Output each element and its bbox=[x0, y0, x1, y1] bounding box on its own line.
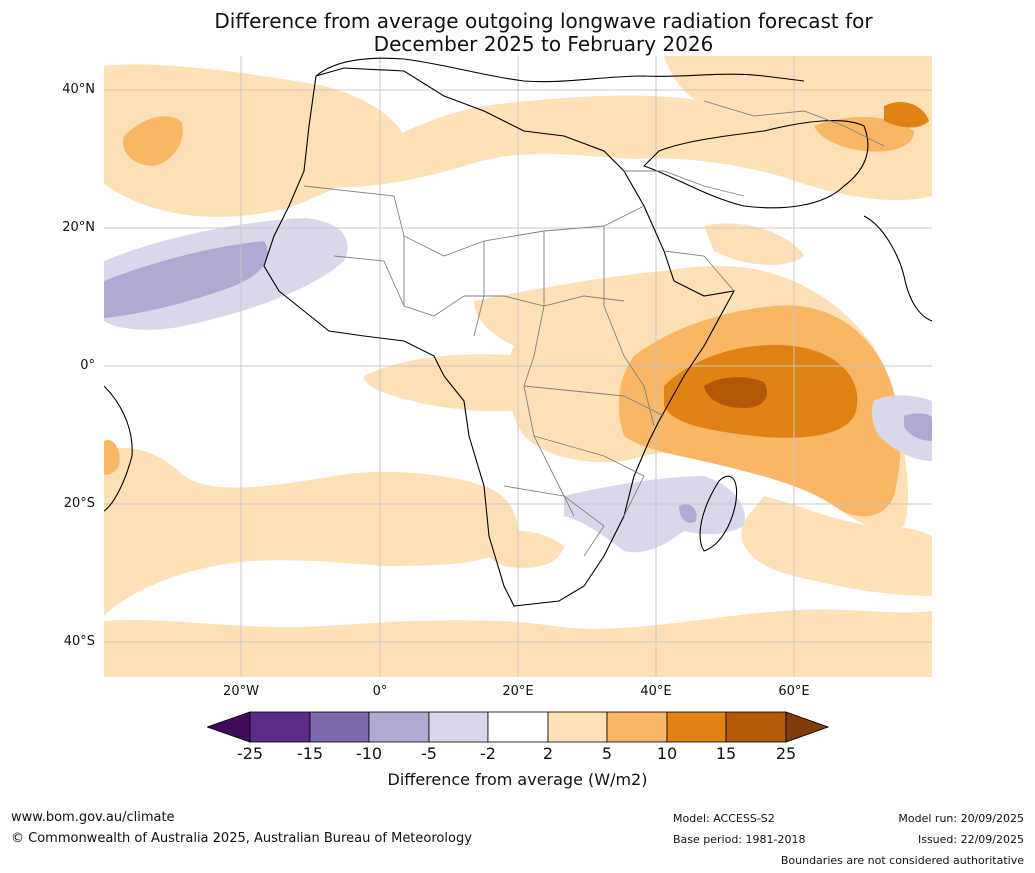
anomaly-arabian-sea bbox=[704, 223, 804, 266]
anomaly-south-indian-ocean bbox=[741, 496, 932, 596]
lon-label-40e: 40°E bbox=[640, 684, 672, 699]
colorbar-swatch-3 bbox=[368, 711, 430, 743]
graticule bbox=[104, 56, 932, 677]
anomaly-west-africa-coast bbox=[104, 440, 120, 475]
footer-model-run: Model run: 20/09/2025 bbox=[898, 812, 1024, 825]
madagascar-coastline bbox=[699, 475, 738, 552]
colorbar-tick: 10 bbox=[656, 744, 678, 763]
anomaly-south-africa-interior bbox=[483, 530, 564, 568]
colorbar-swatch-2 bbox=[309, 711, 370, 743]
colorbar-extend-high bbox=[785, 711, 829, 743]
colorbar-tick: -25 bbox=[236, 744, 264, 763]
footer-model: Model: ACCESS-S2 bbox=[673, 812, 775, 825]
colorbar-swatch-7 bbox=[606, 711, 668, 743]
map-title: Difference from average outgoing longwav… bbox=[0, 10, 1035, 56]
lat-label-0: 0° bbox=[80, 358, 95, 373]
south-america-coastline bbox=[104, 385, 133, 512]
colorbar-tick: 15 bbox=[715, 744, 737, 763]
anomaly-iran-patch bbox=[884, 101, 929, 128]
coastlines bbox=[104, 57, 932, 607]
lat-label-20n: 20°N bbox=[62, 220, 95, 235]
colorbar-extend-low bbox=[207, 711, 251, 743]
lat-label-20s: 20°S bbox=[63, 496, 95, 511]
title-line-2: December 2025 to February 2026 bbox=[373, 32, 714, 56]
anomaly-indian-ocean-peak bbox=[704, 377, 768, 408]
footer-base-period: Base period: 1981-2018 bbox=[673, 833, 806, 846]
map-canvas bbox=[104, 56, 932, 677]
anomaly-tropical-atlantic-core bbox=[104, 241, 268, 318]
colorbar-tick: -10 bbox=[355, 744, 383, 763]
colorbar-swatch-1 bbox=[249, 711, 311, 743]
africa-coastline bbox=[263, 67, 736, 607]
footer-url[interactable]: www.bom.gov.au/climate bbox=[11, 810, 175, 825]
colorbar-swatch-8 bbox=[666, 711, 727, 743]
lon-label-20w: 20°W bbox=[223, 684, 259, 699]
country-borders bbox=[303, 100, 885, 557]
anomaly-middle-east bbox=[664, 56, 932, 121]
colorbar-tick: -15 bbox=[296, 744, 324, 763]
colorbar bbox=[207, 711, 829, 743]
lon-label-60e: 60°E bbox=[778, 684, 810, 699]
colorbar-swatch-4 bbox=[428, 711, 489, 743]
olr-anomaly-map bbox=[104, 56, 932, 677]
europe-coastline bbox=[315, 57, 805, 83]
colorbar-tick: 2 bbox=[542, 744, 554, 763]
colorbar-swatch-5 bbox=[487, 711, 549, 743]
anomaly-atlantic-patch bbox=[123, 116, 183, 166]
anomaly-madagascar-patch bbox=[679, 504, 697, 523]
colorbar-tick: -2 bbox=[480, 744, 496, 763]
anomaly-south-atlantic bbox=[104, 447, 518, 616]
anomaly-15-25-regions bbox=[704, 377, 768, 408]
footer-disclaimer: Boundaries are not considered authoritat… bbox=[780, 854, 1024, 867]
colorbar-label: Difference from average (W/m2) bbox=[387, 770, 648, 789]
lon-label-20e: 20°E bbox=[502, 684, 534, 699]
colorbar-tick: -5 bbox=[421, 744, 437, 763]
india-coastline bbox=[863, 215, 932, 322]
colorbar-tick: 5 bbox=[601, 744, 613, 763]
title-line-1: Difference from average outgoing longwav… bbox=[214, 9, 873, 33]
colorbar-swatch-9 bbox=[725, 711, 787, 743]
colorbar-tick: 25 bbox=[775, 744, 797, 763]
anomaly-mozambique-channel bbox=[564, 476, 745, 553]
footer-copyright: © Commonwealth of Australia 2025, Austra… bbox=[11, 831, 472, 846]
anomaly-east-indian-core bbox=[904, 413, 932, 441]
lon-label-0: 0° bbox=[372, 684, 388, 699]
footer-issued: Issued: 22/09/2025 bbox=[917, 833, 1024, 846]
anomaly-middle-east-patch bbox=[814, 116, 914, 152]
arabia-coastline bbox=[642, 120, 869, 209]
lat-label-40n: 40°N bbox=[62, 82, 95, 97]
lat-label-40s: 40°S bbox=[63, 634, 95, 649]
colorbar-swatch-6 bbox=[547, 711, 608, 743]
anomaly-east-indian-ocean bbox=[871, 395, 932, 461]
anomaly-neg-5-10-regions bbox=[104, 241, 932, 523]
